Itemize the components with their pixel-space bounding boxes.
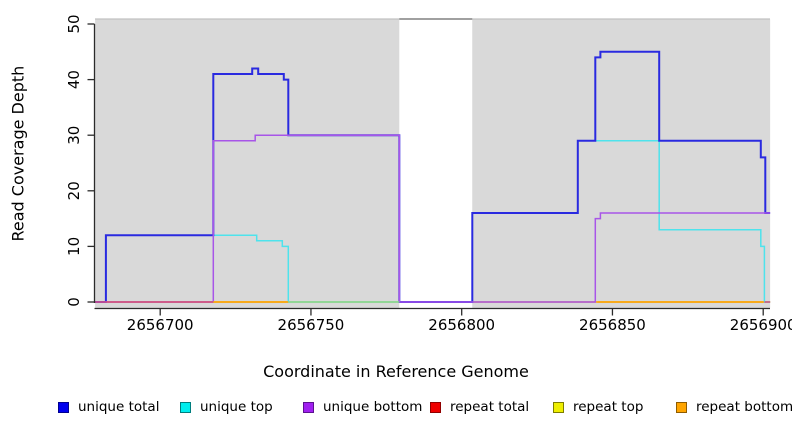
legend-item-repeat-bottom: repeat bottom [676, 398, 792, 416]
x-tick-label: 2656700 [127, 316, 194, 334]
sequenced-region-left [95, 19, 400, 308]
legend-swatch-icon [553, 401, 564, 413]
y-axis-title: Read Coverage Depth [8, 65, 28, 242]
legend-item-repeat-top: repeat top [553, 398, 643, 416]
series-unique-bottom [95, 134, 771, 303]
legend-swatch-icon [430, 401, 441, 413]
y-tick-label: 30 [65, 126, 83, 145]
sequenced-region-right [472, 19, 771, 308]
y-tick-label: 10 [65, 237, 83, 256]
legend-label: unique top [200, 399, 273, 415]
legend-label: repeat top [573, 399, 644, 415]
legend-label: unique bottom [323, 399, 423, 415]
y-tick-label: 20 [65, 181, 83, 200]
legend: unique total unique top unique bottom repea… [0, 398, 792, 420]
legend-item-unique-bottom: unique bottom [303, 398, 422, 416]
x-tick-label: 2656750 [278, 316, 345, 334]
legend-swatch-icon [180, 401, 191, 413]
x-tick-label: 2656850 [579, 316, 646, 334]
legend-label: repeat total [450, 399, 530, 415]
legend-item-repeat-total: repeat total [430, 398, 529, 416]
legend-swatch-icon [303, 401, 314, 413]
x-axis-title: Coordinate in Reference Genome [263, 362, 529, 381]
y-tick-label: 50 [65, 14, 83, 33]
y-tick-label: 0 [65, 297, 83, 307]
x-tick-label: 2656800 [428, 316, 495, 334]
x-tick-label: 2656900 [730, 316, 792, 334]
legend-item-unique-total: unique total [58, 398, 159, 416]
legend-label: unique total [78, 399, 160, 415]
legend-swatch-icon [58, 401, 69, 413]
legend-label: repeat bottom [696, 399, 792, 415]
legend-swatch-icon [676, 401, 687, 413]
legend-item-unique-top: unique top [180, 398, 273, 416]
y-tick-label: 40 [65, 70, 83, 89]
